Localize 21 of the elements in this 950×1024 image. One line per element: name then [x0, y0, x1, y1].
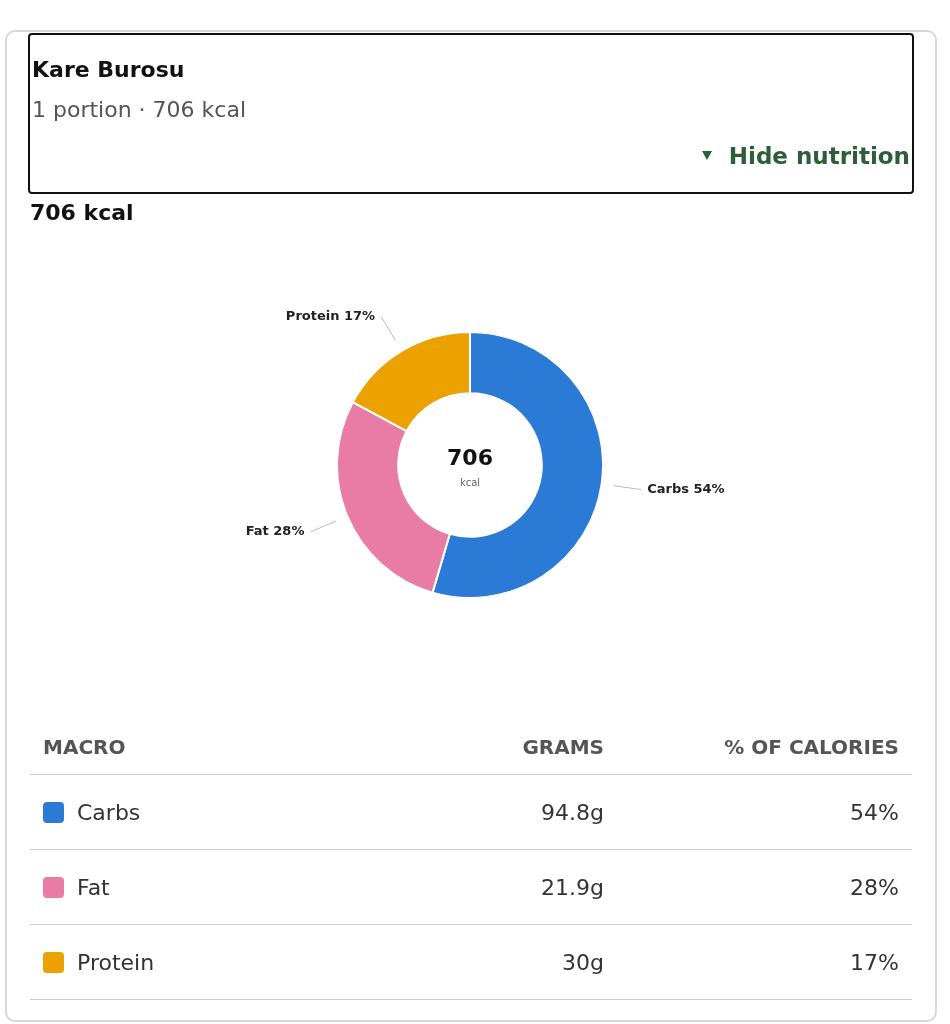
category-label: Carbs 54%	[647, 481, 725, 496]
legend-label: Carbs	[77, 799, 141, 825]
text: % OF CALORIES	[723, 735, 899, 759]
text: GRAMS	[521, 735, 604, 759]
text: Hide nutrition	[728, 143, 910, 169]
text: MACRO	[42, 735, 127, 759]
data-label: 17%	[849, 949, 899, 975]
text: kcal	[459, 476, 481, 488]
text: 706 kcal	[30, 200, 134, 225]
category-label: Fat 28%	[245, 523, 305, 539]
data-label: 28%	[849, 874, 899, 900]
text: 706	[447, 444, 493, 470]
chart-subtitle: 1 portion · 706 kcal	[32, 97, 246, 122]
text: 94.8g	[540, 799, 604, 825]
category-label: Protein 17%	[285, 307, 376, 323]
legend-label: Protein	[77, 949, 155, 975]
text: 21.9g	[540, 874, 604, 900]
legend-label: Fat	[77, 874, 110, 900]
chart-title: Kare Burosu	[32, 57, 185, 82]
data-label: 54%	[849, 799, 899, 825]
text: 30g	[561, 949, 604, 975]
